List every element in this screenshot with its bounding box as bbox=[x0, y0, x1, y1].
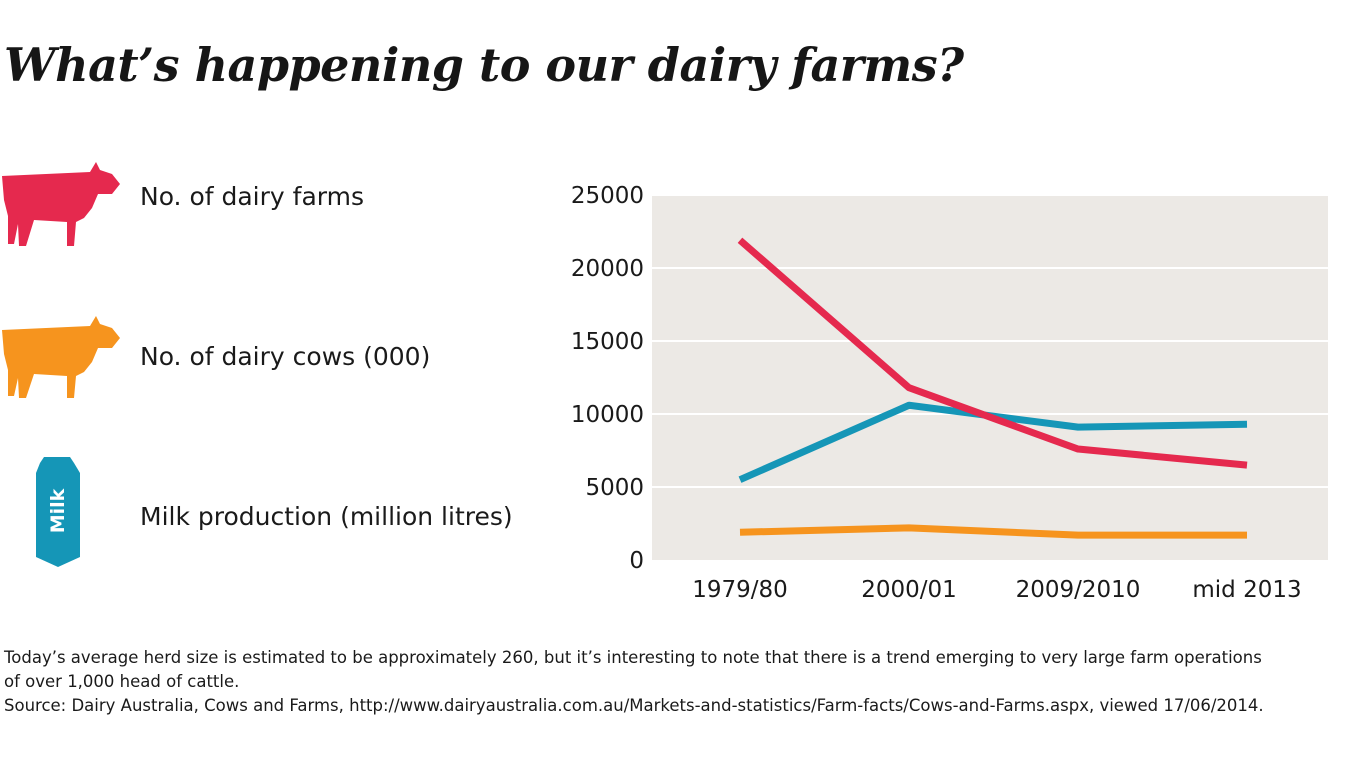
legend-item-milk-production: Milk Milk production (million litres) bbox=[0, 453, 560, 567]
line-chart: 0 5000 10000 15000 20000 25000 1979/80 2000/01 2… bbox=[571, 183, 1328, 603]
y-tick-label: 0 bbox=[629, 548, 644, 574]
milk-carton-icon: Milk bbox=[36, 457, 80, 567]
chart-title: What’s happening to our dairy farms? bbox=[4, 38, 964, 92]
source-note: Source: Dairy Australia, Cows and Farms,… bbox=[4, 696, 1264, 715]
y-tick-label: 10000 bbox=[571, 402, 644, 428]
y-tick-label: 5000 bbox=[585, 475, 644, 501]
x-tick-label: 2000/01 bbox=[861, 577, 957, 603]
plot-area bbox=[652, 195, 1328, 560]
x-tick-label: mid 2013 bbox=[1192, 577, 1301, 603]
legend-item-dairy-farms: No. of dairy farms bbox=[0, 160, 560, 260]
legend-label-dairy-farms: No. of dairy farms bbox=[140, 182, 364, 211]
legend-label-milk-production: Milk production (million litres) bbox=[140, 502, 513, 531]
footnote-line-2: of over 1,000 head of cattle. bbox=[4, 672, 240, 691]
milk-icon-text: Milk bbox=[47, 488, 69, 533]
x-tick-label: 2009/2010 bbox=[1016, 577, 1141, 603]
cow-icon bbox=[2, 316, 120, 398]
series-line bbox=[739, 524, 1247, 539]
cow-icon bbox=[2, 162, 120, 246]
y-tick-label: 25000 bbox=[571, 183, 644, 209]
y-tick-label: 15000 bbox=[571, 329, 644, 355]
y-tick-label: 20000 bbox=[571, 256, 644, 282]
x-tick-label: 1979/80 bbox=[692, 577, 788, 603]
legend-label-dairy-cows: No. of dairy cows (000) bbox=[140, 342, 431, 371]
legend-item-dairy-cows: No. of dairy cows (000) bbox=[0, 312, 560, 412]
footnote-line-1: Today’s average herd size is estimated t… bbox=[4, 648, 1262, 667]
series-line bbox=[737, 237, 1248, 469]
